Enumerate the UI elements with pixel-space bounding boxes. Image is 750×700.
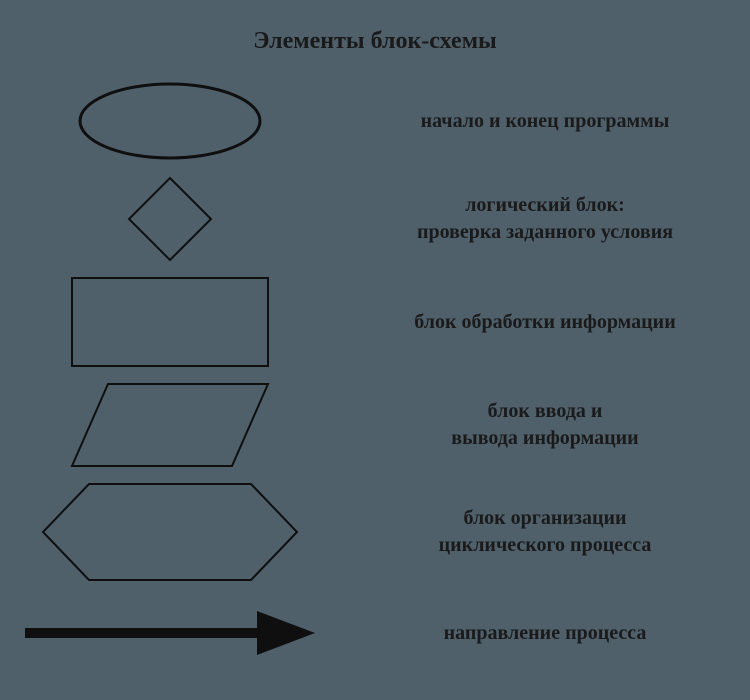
diagram-row-parallelogram: блок ввода и вывода информации: [0, 375, 750, 475]
diamond-label: логический блок: проверка заданного усло…: [340, 192, 750, 246]
ellipse-label: начало и конец программы: [340, 108, 750, 135]
diagram-row-hexagon: блок организации циклического процесса: [0, 475, 750, 589]
diagram-row-diamond: логический блок: проверка заданного усло…: [0, 169, 750, 269]
rectangle-shape: [0, 276, 340, 368]
parallelogram-shape: [0, 382, 340, 468]
arrow-label: направление процесса: [340, 620, 750, 647]
hexagon-shape: [0, 482, 340, 582]
diagram-row-rectangle: блок обработки информации: [0, 269, 750, 375]
diagram-title: Элементы блок-схемы: [0, 0, 750, 73]
diagram-row-arrow: направление процесса: [0, 589, 750, 677]
diagram-rows: начало и конец программы логический блок:…: [0, 73, 750, 677]
rectangle-label: блок обработки информации: [340, 309, 750, 336]
diamond-shape: [0, 176, 340, 262]
parallelogram-label: блок ввода и вывода информации: [340, 398, 750, 452]
arrow-shape: [0, 611, 340, 655]
diagram-row-ellipse: начало и конец программы: [0, 73, 750, 169]
hexagon-label: блок организации циклического процесса: [340, 505, 750, 559]
ellipse-shape: [0, 81, 340, 161]
